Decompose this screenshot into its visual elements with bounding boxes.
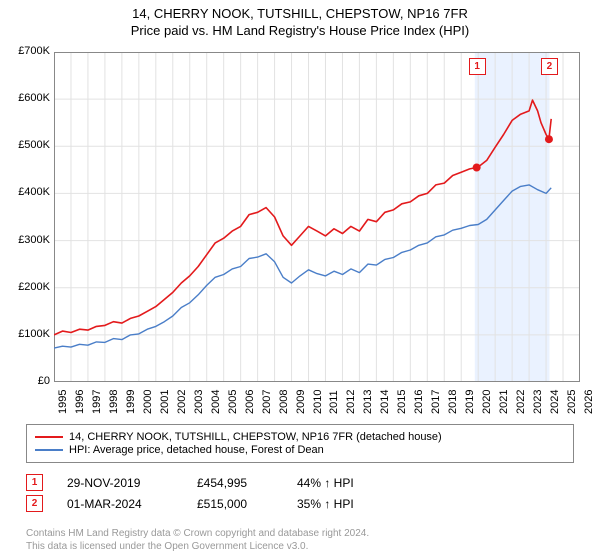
x-tick-label: 1995 (57, 390, 69, 414)
x-tick-label: 1999 (125, 390, 137, 414)
x-tick-label: 1998 (108, 390, 120, 414)
x-tick-label: 2008 (278, 390, 290, 414)
x-tick-label: 2022 (515, 390, 527, 414)
y-tick-label: £200K (4, 281, 50, 293)
x-tick-label: 2023 (532, 390, 544, 414)
x-tick-label: 2007 (261, 390, 273, 414)
x-tick-label: 2009 (295, 390, 307, 414)
chart-subtitle: Price paid vs. HM Land Registry's House … (0, 23, 600, 38)
x-tick-label: 2020 (481, 390, 493, 414)
row-marker: 2 (26, 495, 43, 512)
footer-line: Contains HM Land Registry data © Crown c… (26, 528, 369, 541)
x-tick-label: 1996 (74, 390, 86, 414)
x-tick-label: 2001 (159, 390, 171, 414)
y-tick-label: £0 (4, 375, 50, 387)
row-pct: 35% ↑ HPI (297, 497, 407, 511)
x-tick-label: 2004 (210, 390, 222, 414)
footer-attribution: Contains HM Land Registry data © Crown c… (26, 528, 369, 553)
x-tick-label: 2024 (549, 390, 561, 414)
y-tick-label: £400K (4, 186, 50, 198)
legend-swatch (35, 449, 63, 451)
row-pct: 44% ↑ HPI (297, 476, 407, 490)
x-tick-label: 2000 (142, 390, 154, 414)
row-date: 01-MAR-2024 (67, 497, 197, 511)
legend-item: HPI: Average price, detached house, Fore… (35, 444, 565, 456)
legend-label: HPI: Average price, detached house, Fore… (69, 444, 324, 456)
marker-callout: 1 (469, 58, 486, 75)
legend-item: 14, CHERRY NOOK, TUTSHILL, CHEPSTOW, NP1… (35, 431, 565, 443)
plot-area (54, 52, 580, 382)
x-tick-label: 2021 (498, 390, 510, 414)
legend: 14, CHERRY NOOK, TUTSHILL, CHEPSTOW, NP1… (26, 424, 574, 463)
footer-line: This data is licensed under the Open Gov… (26, 541, 369, 554)
x-tick-label: 2012 (345, 390, 357, 414)
x-tick-label: 2018 (447, 390, 459, 414)
y-tick-label: £100K (4, 328, 50, 340)
transaction-table: 1 29-NOV-2019 £454,995 44% ↑ HPI 2 01-MA… (26, 470, 407, 516)
y-tick-label: £700K (4, 45, 50, 57)
chart-container: 14, CHERRY NOOK, TUTSHILL, CHEPSTOW, NP1… (0, 0, 600, 560)
x-tick-label: 2003 (193, 390, 205, 414)
x-tick-label: 2026 (583, 390, 595, 414)
row-marker: 1 (26, 474, 43, 491)
x-tick-label: 2019 (464, 390, 476, 414)
marker-callout: 2 (541, 58, 558, 75)
chart-title-address: 14, CHERRY NOOK, TUTSHILL, CHEPSTOW, NP1… (0, 6, 600, 21)
x-tick-label: 2014 (379, 390, 391, 414)
plot-svg (54, 52, 580, 382)
x-tick-label: 2011 (328, 390, 340, 414)
x-tick-label: 2002 (176, 390, 188, 414)
row-date: 29-NOV-2019 (67, 476, 197, 490)
x-tick-label: 2017 (430, 390, 442, 414)
row-price: £454,995 (197, 476, 297, 490)
x-tick-label: 2010 (312, 390, 324, 414)
x-tick-label: 1997 (91, 390, 103, 414)
legend-label: 14, CHERRY NOOK, TUTSHILL, CHEPSTOW, NP1… (69, 431, 442, 443)
x-tick-label: 2005 (227, 390, 239, 414)
x-tick-label: 2025 (566, 390, 578, 414)
x-tick-label: 2013 (362, 390, 374, 414)
table-row: 1 29-NOV-2019 £454,995 44% ↑ HPI (26, 474, 407, 491)
table-row: 2 01-MAR-2024 £515,000 35% ↑ HPI (26, 495, 407, 512)
title-block: 14, CHERRY NOOK, TUTSHILL, CHEPSTOW, NP1… (0, 0, 600, 38)
x-tick-label: 2006 (244, 390, 256, 414)
x-tick-label: 2016 (413, 390, 425, 414)
row-price: £515,000 (197, 497, 297, 511)
y-tick-label: £500K (4, 139, 50, 151)
x-tick-label: 2015 (396, 390, 408, 414)
y-tick-label: £300K (4, 234, 50, 246)
y-tick-label: £600K (4, 92, 50, 104)
legend-swatch (35, 436, 63, 438)
